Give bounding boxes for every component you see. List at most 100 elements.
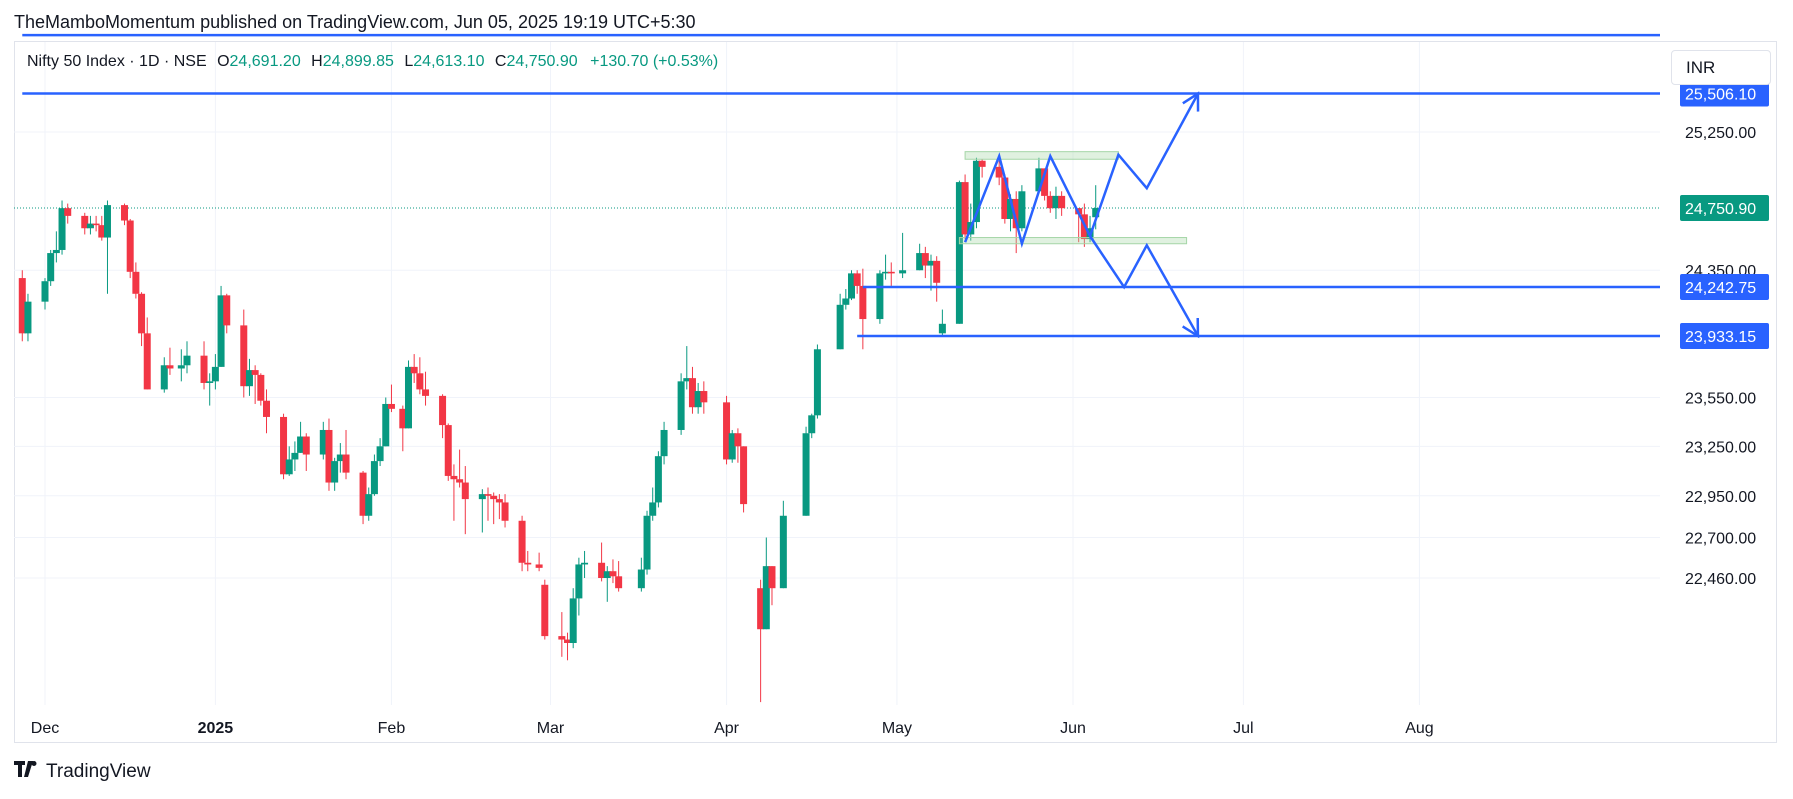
candle-down — [1041, 168, 1049, 196]
candle-down — [740, 446, 748, 505]
candle-up — [177, 365, 185, 369]
candle-down — [18, 278, 26, 334]
candle-down — [200, 355, 208, 383]
candle-up — [813, 349, 821, 416]
candle-up — [603, 571, 611, 578]
candle-down — [501, 502, 509, 521]
candle-up — [1052, 195, 1060, 209]
tradingview-logo-text: TradingView — [46, 760, 151, 782]
low-label: L — [404, 53, 414, 70]
candle-down — [598, 562, 606, 578]
candle-down — [558, 636, 566, 640]
candle-down — [615, 576, 623, 589]
candle-down — [64, 208, 72, 216]
x-axis-tick-label: Dec — [31, 720, 59, 737]
candle-up — [847, 273, 855, 299]
candle-down — [81, 215, 89, 229]
candle-up — [52, 249, 60, 254]
candle-down — [1058, 195, 1066, 209]
candle-down — [859, 285, 867, 320]
close-value: 24,750.90 — [506, 53, 578, 70]
candle-down — [302, 436, 310, 455]
candle-up — [728, 433, 736, 460]
candle-down — [132, 271, 140, 294]
candle-up — [938, 323, 946, 334]
candle-down — [609, 571, 617, 577]
candle-up — [183, 355, 191, 366]
candle-down — [280, 416, 288, 475]
candle-up — [376, 446, 384, 462]
candle-down — [456, 479, 464, 483]
candle-up — [762, 566, 770, 630]
candle-down — [484, 494, 492, 496]
candle-down — [1012, 198, 1020, 229]
candle-down — [422, 389, 430, 396]
candle-down — [143, 333, 151, 390]
x-axis-tick-label: May — [882, 720, 912, 737]
level-price-label: 25,506.10 — [1685, 87, 1756, 104]
x-axis-tick-label: Aug — [1405, 720, 1433, 737]
candle-down — [490, 495, 498, 500]
symbol-name[interactable]: Nifty 50 Index · 1D · NSE — [27, 53, 207, 70]
candle-down — [450, 475, 458, 480]
chart-frame — [14, 41, 1777, 743]
open-value: 24,691.20 — [229, 53, 301, 70]
candle-down — [1001, 177, 1009, 219]
close-label: C — [494, 53, 507, 70]
arrow-head-up — [1182, 91, 1200, 112]
currency-selector[interactable]: INR — [1671, 50, 1771, 85]
candle-up — [365, 494, 373, 516]
candle-down — [921, 253, 929, 266]
y-axis-tick-label: 23,250.00 — [1685, 439, 1756, 456]
candle-down — [853, 273, 861, 286]
candle-down — [138, 293, 146, 334]
candle-down — [223, 295, 231, 326]
level-price-label-bg — [1680, 323, 1769, 350]
candle-up — [478, 494, 486, 500]
candle-down — [359, 472, 367, 516]
range-box[interactable] — [958, 237, 1188, 245]
candle-up — [683, 378, 691, 382]
candle-up — [637, 569, 645, 589]
candle-up — [103, 205, 111, 238]
candle-down — [933, 260, 941, 283]
candle-down — [399, 408, 407, 429]
candle-down — [495, 499, 503, 503]
candle-up — [160, 365, 168, 390]
candle-down — [768, 566, 776, 589]
candle-down — [1046, 195, 1054, 209]
candle-up — [331, 461, 339, 483]
high-label: H — [311, 53, 323, 70]
candle-up — [217, 295, 225, 367]
y-axis-tick-label: 25,250.00 — [1685, 125, 1756, 142]
range-box[interactable] — [964, 151, 1119, 160]
candle-up — [802, 433, 810, 516]
candle-up — [206, 381, 214, 383]
candle-down — [688, 378, 696, 408]
candle-down — [995, 166, 1003, 178]
candle-up — [382, 403, 390, 447]
last-price-label-bg — [1680, 195, 1769, 222]
candle-up — [370, 461, 378, 495]
candle-up — [569, 598, 577, 643]
candle-up — [660, 429, 668, 457]
projection-path-up[interactable] — [963, 93, 1200, 249]
y-axis-tick-label: 22,460.00 — [1685, 571, 1756, 588]
candle-up — [211, 366, 219, 382]
projection-path-down[interactable] — [1088, 235, 1200, 337]
candle-down — [518, 520, 526, 563]
y-axis-tick-label: 22,700.00 — [1685, 531, 1756, 548]
candle-up — [842, 298, 850, 305]
candle-up — [677, 381, 685, 430]
candle-down — [439, 395, 447, 426]
candle-up — [1092, 208, 1100, 218]
candle-down — [564, 639, 572, 643]
candle-down — [734, 433, 742, 447]
candle-up — [336, 454, 344, 462]
candle-up — [581, 562, 589, 565]
candle-down — [700, 391, 708, 403]
candle-down — [325, 429, 333, 483]
candle-down — [416, 373, 424, 390]
candle-up — [1007, 198, 1015, 219]
